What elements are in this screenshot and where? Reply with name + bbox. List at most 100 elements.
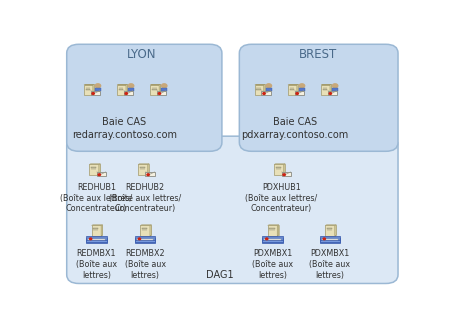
Circle shape [263, 93, 265, 95]
FancyBboxPatch shape [320, 240, 340, 243]
FancyBboxPatch shape [268, 225, 277, 236]
FancyBboxPatch shape [270, 230, 274, 231]
Circle shape [92, 93, 94, 95]
FancyBboxPatch shape [320, 238, 340, 242]
Circle shape [296, 93, 298, 95]
FancyBboxPatch shape [145, 172, 155, 177]
Circle shape [90, 238, 92, 240]
Polygon shape [332, 88, 338, 92]
Polygon shape [161, 88, 167, 92]
Text: PDXMBX1
(Boîte aux
lettres): PDXMBX1 (Boîte aux lettres) [252, 250, 293, 280]
Circle shape [333, 84, 338, 88]
FancyBboxPatch shape [86, 89, 90, 90]
Polygon shape [284, 164, 285, 175]
FancyBboxPatch shape [327, 225, 336, 235]
FancyBboxPatch shape [142, 230, 147, 231]
Text: LYON: LYON [127, 48, 157, 61]
FancyBboxPatch shape [124, 91, 133, 95]
FancyBboxPatch shape [92, 225, 101, 236]
Polygon shape [101, 225, 103, 236]
Text: REDMBX2
(Boîte aux
lettres): REDMBX2 (Boîte aux lettres) [125, 250, 166, 280]
FancyBboxPatch shape [322, 239, 338, 240]
FancyBboxPatch shape [135, 236, 155, 240]
FancyBboxPatch shape [289, 89, 294, 90]
FancyBboxPatch shape [276, 167, 281, 168]
FancyBboxPatch shape [119, 89, 123, 90]
Polygon shape [126, 84, 127, 95]
Polygon shape [159, 84, 160, 95]
Polygon shape [255, 84, 265, 85]
FancyBboxPatch shape [135, 240, 155, 243]
FancyBboxPatch shape [295, 91, 304, 95]
FancyBboxPatch shape [86, 236, 107, 240]
FancyBboxPatch shape [135, 238, 155, 242]
FancyBboxPatch shape [261, 91, 271, 95]
FancyBboxPatch shape [93, 225, 103, 235]
Circle shape [128, 84, 134, 88]
FancyBboxPatch shape [328, 91, 337, 95]
Circle shape [329, 93, 332, 95]
FancyBboxPatch shape [262, 236, 283, 240]
FancyBboxPatch shape [138, 164, 148, 175]
FancyBboxPatch shape [88, 239, 104, 240]
Text: DAG1: DAG1 [207, 270, 234, 280]
FancyBboxPatch shape [262, 240, 283, 243]
FancyBboxPatch shape [86, 238, 107, 242]
FancyBboxPatch shape [255, 85, 264, 95]
FancyBboxPatch shape [140, 167, 145, 168]
FancyBboxPatch shape [142, 225, 151, 235]
Polygon shape [264, 84, 265, 95]
FancyBboxPatch shape [323, 89, 328, 90]
Polygon shape [299, 88, 305, 92]
Polygon shape [93, 84, 94, 95]
FancyBboxPatch shape [137, 239, 153, 240]
FancyBboxPatch shape [157, 91, 166, 95]
FancyBboxPatch shape [118, 84, 127, 94]
FancyBboxPatch shape [117, 85, 126, 95]
Text: REDHUB1
(Boîte aux lettres/
Concentrateur): REDHUB1 (Boîte aux lettres/ Concentrateu… [60, 183, 132, 213]
FancyBboxPatch shape [275, 164, 285, 174]
FancyBboxPatch shape [150, 85, 159, 95]
Polygon shape [321, 84, 331, 85]
Circle shape [125, 93, 127, 95]
FancyBboxPatch shape [289, 84, 298, 94]
Polygon shape [148, 164, 149, 175]
Polygon shape [330, 84, 331, 95]
FancyBboxPatch shape [91, 167, 96, 168]
FancyBboxPatch shape [327, 228, 332, 229]
Text: PDXMBX1
(Boîte aux
lettres): PDXMBX1 (Boîte aux lettres) [310, 250, 351, 280]
Text: REDMBX1
(Boîte aux
lettres): REDMBX1 (Boîte aux lettres) [76, 250, 117, 280]
Polygon shape [150, 225, 151, 236]
Polygon shape [335, 225, 336, 236]
Polygon shape [266, 88, 272, 92]
Polygon shape [150, 84, 160, 85]
Circle shape [266, 238, 268, 240]
FancyBboxPatch shape [282, 172, 291, 177]
FancyBboxPatch shape [269, 225, 279, 235]
FancyBboxPatch shape [256, 89, 261, 90]
Text: REDHUB2
(Boîte aux lettres/
Concentrateur): REDHUB2 (Boîte aux lettres/ Concentrateu… [109, 183, 181, 213]
Polygon shape [288, 84, 298, 85]
FancyBboxPatch shape [152, 84, 160, 94]
FancyBboxPatch shape [91, 164, 100, 174]
Circle shape [138, 238, 140, 240]
FancyBboxPatch shape [152, 89, 157, 90]
Circle shape [158, 93, 161, 95]
FancyBboxPatch shape [320, 236, 340, 240]
FancyBboxPatch shape [84, 85, 93, 95]
FancyBboxPatch shape [239, 44, 398, 151]
FancyBboxPatch shape [93, 228, 99, 229]
FancyBboxPatch shape [325, 225, 335, 236]
FancyBboxPatch shape [93, 230, 99, 231]
Polygon shape [84, 84, 94, 85]
Polygon shape [95, 88, 101, 92]
FancyBboxPatch shape [322, 84, 331, 94]
Polygon shape [117, 84, 127, 85]
FancyBboxPatch shape [90, 164, 99, 175]
FancyBboxPatch shape [142, 228, 147, 229]
FancyBboxPatch shape [262, 238, 283, 242]
FancyBboxPatch shape [256, 84, 265, 94]
Text: BREST: BREST [299, 48, 337, 61]
FancyBboxPatch shape [86, 240, 107, 243]
FancyBboxPatch shape [274, 164, 284, 175]
